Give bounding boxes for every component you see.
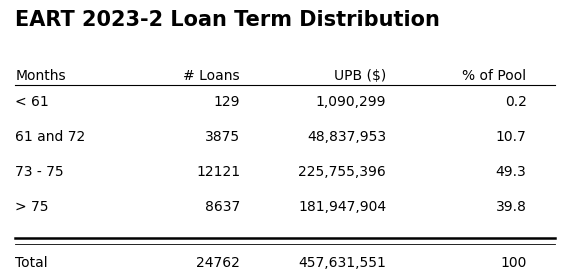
Text: 48,837,953: 48,837,953 xyxy=(307,130,386,144)
Text: 457,631,551: 457,631,551 xyxy=(298,256,386,270)
Text: Total: Total xyxy=(15,256,48,270)
Text: 39.8: 39.8 xyxy=(496,201,527,214)
Text: 0.2: 0.2 xyxy=(504,95,527,109)
Text: 8637: 8637 xyxy=(205,201,240,214)
Text: 10.7: 10.7 xyxy=(496,130,527,144)
Text: 24762: 24762 xyxy=(196,256,240,270)
Text: UPB ($): UPB ($) xyxy=(334,69,386,83)
Text: 225,755,396: 225,755,396 xyxy=(298,165,386,179)
Text: 12121: 12121 xyxy=(196,165,240,179)
Text: 3875: 3875 xyxy=(205,130,240,144)
Text: > 75: > 75 xyxy=(15,201,49,214)
Text: 129: 129 xyxy=(214,95,240,109)
Text: 73 - 75: 73 - 75 xyxy=(15,165,64,179)
Text: EART 2023-2 Loan Term Distribution: EART 2023-2 Loan Term Distribution xyxy=(15,10,440,30)
Text: 61 and 72: 61 and 72 xyxy=(15,130,86,144)
Text: < 61: < 61 xyxy=(15,95,49,109)
Text: 181,947,904: 181,947,904 xyxy=(298,201,386,214)
Text: 1,090,299: 1,090,299 xyxy=(316,95,386,109)
Text: 100: 100 xyxy=(500,256,527,270)
Text: % of Pool: % of Pool xyxy=(462,69,527,83)
Text: # Loans: # Loans xyxy=(184,69,240,83)
Text: Months: Months xyxy=(15,69,66,83)
Text: 49.3: 49.3 xyxy=(496,165,527,179)
